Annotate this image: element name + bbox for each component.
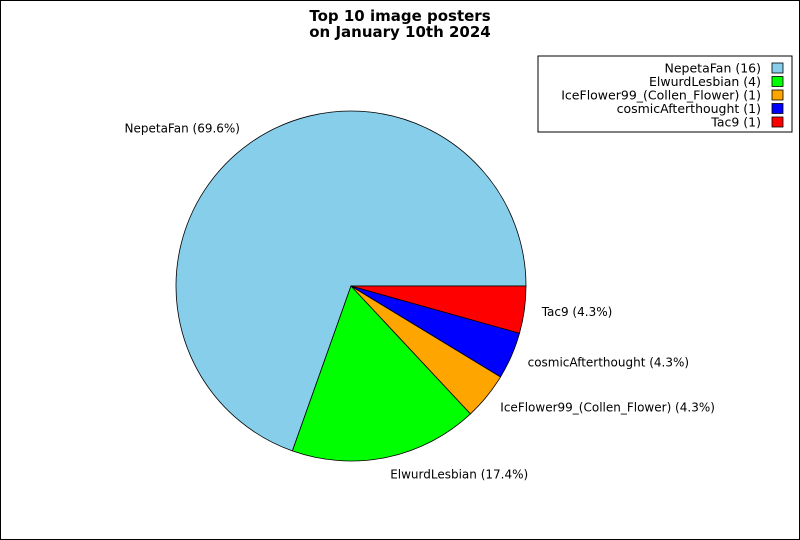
legend-label-tac9: Tac9 (1) <box>710 115 761 130</box>
pie-slice-nepetafan <box>175 110 527 452</box>
legend-label-elwurdlesbian: ElwurdLesbian (4) <box>649 74 761 89</box>
pie-slice-labels: NepetaFan (69.6%) ElwurdLesbian (17.4%) Ic… <box>125 122 715 482</box>
pie-slice-elwurdlesbian <box>291 285 472 462</box>
slice-label-iceflower99: IceFlower99_(Collen_Flower) (4.3%) <box>500 401 715 415</box>
pie-slice-tac9 <box>350 285 527 334</box>
legend-label-cosmicafterthought: cosmicAfterthought (1) <box>617 101 761 116</box>
legend-swatch-tac9 <box>771 116 784 128</box>
legend-label-nepetafan: NepetaFan (16) <box>665 61 761 76</box>
legend-swatch-elwurdlesbian <box>771 76 784 87</box>
slice-label-cosmicafterthought: cosmicAfterthought (4.3%) <box>528 356 689 370</box>
legend-label-iceflower99: IceFlower99_(Collen_Flower) (1) <box>561 88 761 103</box>
chart-title-line-2: on January 10th 2024 <box>309 23 490 41</box>
pie-slices <box>175 110 527 462</box>
slice-label-tac9: Tac9 (4.3%) <box>541 305 613 319</box>
legend: NepetaFan (16)ElwurdLesbian (4)IceFlower… <box>537 55 793 133</box>
legend-swatch-cosmicafterthought <box>771 103 784 114</box>
legend-swatch-iceflower99 <box>771 89 784 101</box>
legend-swatch-nepetafan <box>771 62 784 74</box>
legend-items: NepetaFan (16)ElwurdLesbian (4)IceFlower… <box>561 61 784 130</box>
slice-label-elwurdlesbian: ElwurdLesbian (17.4%) <box>390 468 528 482</box>
legend-frame <box>537 55 793 133</box>
slice-label-nepetafan: NepetaFan (69.6%) <box>125 122 240 136</box>
chart-title-line-1: Top 10 image posters <box>309 7 490 25</box>
